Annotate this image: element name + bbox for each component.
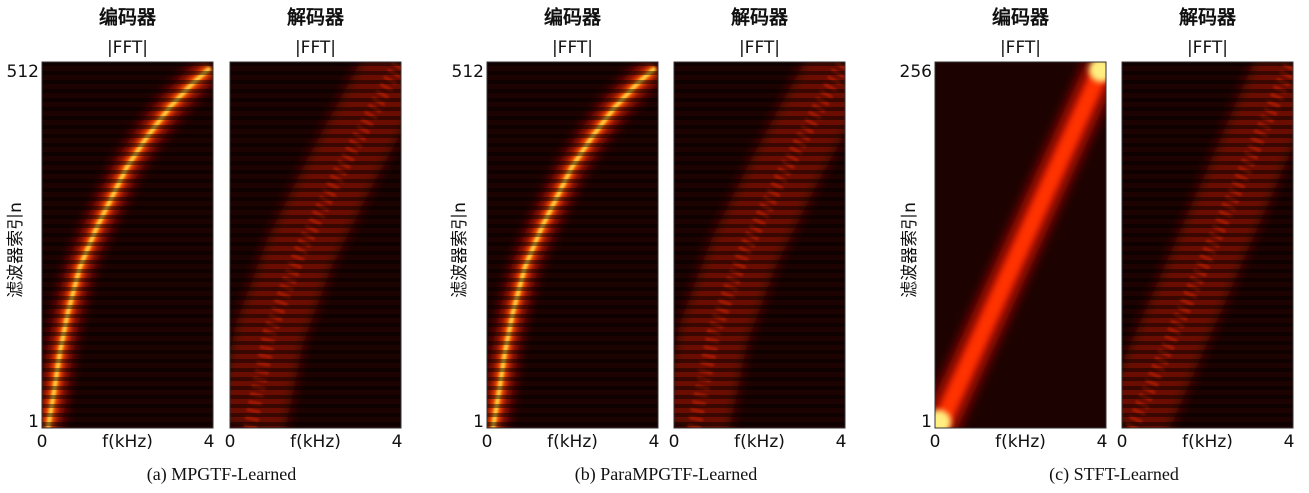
x-axis-label: f(kHz) — [1182, 432, 1233, 452]
heatmap-body — [1122, 62, 1293, 428]
x-tick-label: 0 — [669, 432, 680, 452]
heatmap-frame — [41, 61, 214, 429]
heatmap-body — [487, 62, 658, 428]
decoder-heatmap — [229, 61, 402, 429]
y-tick-label: 1 — [473, 412, 484, 432]
x-axis-label: f(kHz) — [995, 432, 1046, 452]
heatmap-frame — [486, 61, 659, 429]
heatmap-body — [42, 62, 213, 428]
hot-spot — [935, 410, 951, 428]
decoder-title: 解码器 — [1179, 6, 1237, 29]
y-tick-label: 256 — [900, 62, 932, 82]
encoder-heatmap — [486, 61, 659, 429]
decoder-title: 解码器 — [731, 6, 789, 29]
heatmap-frame — [673, 61, 846, 429]
encoder-subtitle: |FFT| — [1000, 38, 1041, 58]
x-tick-label: 4 — [1097, 432, 1108, 452]
x-axis-label: f(kHz) — [290, 432, 341, 452]
y-label: 滤波器索引n — [6, 202, 26, 298]
decoder-subtitle: |FFT| — [1187, 38, 1228, 58]
stripes — [230, 62, 401, 428]
x-tick-label: 4 — [649, 432, 660, 452]
decoder-heatmap — [673, 61, 846, 429]
x-tick-label: 0 — [930, 432, 941, 452]
encoder-subtitle: |FFT| — [107, 38, 148, 58]
encoder-title: 编码器 — [544, 6, 602, 29]
x-tick-label: 0 — [37, 432, 48, 452]
y-tick-label: 512 — [452, 62, 484, 82]
x-axis-label: f(kHz) — [734, 432, 785, 452]
x-tick-label: 0 — [482, 432, 493, 452]
band — [935, 62, 1106, 428]
caption: (a) MPGTF-Learned — [147, 464, 296, 485]
x-tick-label: 0 — [225, 432, 236, 452]
x-tick-label: 4 — [1284, 432, 1295, 452]
x-tick-label: 4 — [204, 432, 215, 452]
encoder-title: 编码器 — [992, 6, 1050, 29]
decoder-subtitle: |FFT| — [739, 38, 780, 58]
heatmap-frame — [229, 61, 402, 429]
y-tick-label: 1 — [921, 412, 932, 432]
heatmap-body — [935, 62, 1106, 428]
stripes — [42, 62, 213, 428]
y-label: 滤波器索引n — [450, 202, 470, 298]
encoder-title: 编码器 — [99, 6, 157, 29]
heatmap-frame — [934, 61, 1107, 429]
y-label: 滤波器索引n — [900, 202, 920, 298]
decoder-subtitle: |FFT| — [295, 38, 336, 58]
caption: (c) STFT-Learned — [1049, 464, 1179, 485]
heatmap-frame — [1121, 61, 1294, 429]
x-axis-label: f(kHz) — [547, 432, 598, 452]
encoder-heatmap — [41, 61, 214, 429]
stripes — [487, 62, 658, 428]
caption: (b) ParaMPGTF-Learned — [575, 464, 757, 485]
x-tick-label: 4 — [392, 432, 403, 452]
hot-spot — [1089, 62, 1106, 82]
x-axis-label: f(kHz) — [102, 432, 153, 452]
encoder-heatmap — [934, 61, 1107, 429]
encoder-subtitle: |FFT| — [552, 38, 593, 58]
y-tick-label: 1 — [28, 412, 39, 432]
heatmap-body — [230, 62, 401, 428]
decoder-title: 解码器 — [287, 6, 345, 29]
decoder-heatmap — [1121, 61, 1294, 429]
stripes — [674, 62, 845, 428]
x-tick-label: 4 — [836, 432, 847, 452]
y-tick-label: 512 — [7, 62, 39, 82]
heatmap-body — [674, 62, 845, 428]
x-tick-label: 0 — [1117, 432, 1128, 452]
stripes — [1122, 62, 1293, 428]
